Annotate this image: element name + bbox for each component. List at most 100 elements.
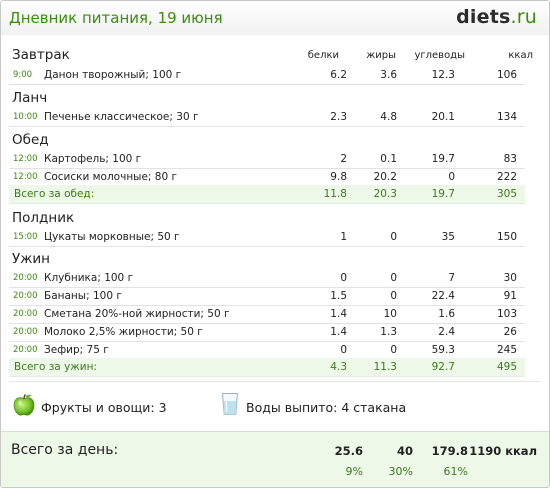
- day-total-carbs: 179.8: [431, 444, 468, 458]
- total-carbs: 92.7: [431, 361, 455, 373]
- row-protein: 0: [340, 344, 347, 356]
- row-food: Цукаты морковные; 50 г: [44, 231, 180, 243]
- row-food: Бананы; 100 г: [44, 290, 122, 302]
- row-fat: 1.3: [380, 326, 397, 338]
- row-food: Сосиски молочные; 80 г: [44, 171, 178, 183]
- row-fat: 0: [390, 272, 397, 284]
- column-header-carbs: углеводы: [414, 50, 465, 61]
- row-food: Печенье классическое; 30 г: [44, 111, 199, 123]
- day-total-protein: 25.6: [334, 444, 363, 458]
- table-row[interactable]: 20:00 Клубника; 100 г 0 0 7 30: [9, 269, 525, 288]
- table-row[interactable]: 20:00 Молоко 2,5% жирности; 50 г 1.4 1.3…: [9, 323, 525, 342]
- total-fat: 11.3: [373, 361, 397, 373]
- row-carbs: 19.7: [431, 153, 455, 165]
- meal-total-row: Всего за ужин: 4.3 11.3 92.7 495: [9, 358, 525, 377]
- row-time: 20:00: [13, 345, 38, 355]
- total-label: Всего за ужин:: [14, 361, 97, 373]
- row-protein: 2: [340, 153, 347, 165]
- row-carbs: 12.3: [431, 69, 455, 81]
- row-fat: 0: [390, 290, 397, 302]
- row-time: 20:00: [13, 309, 38, 319]
- row-fat: 3.6: [380, 69, 397, 81]
- fruits-counter: Фрукты и овощи: 3: [41, 400, 167, 415]
- day-total-fat: 40: [396, 444, 413, 458]
- row-kcal: 245: [496, 344, 517, 356]
- row-time: 9:00: [13, 70, 33, 80]
- row-food: Клубника; 100 г: [44, 272, 134, 284]
- meal-heading-lunch: Ланч: [12, 90, 48, 106]
- row-carbs: 1.6: [438, 308, 455, 320]
- row-kcal: 91: [503, 290, 517, 302]
- table-row[interactable]: 10:00 Печенье классическое; 30 г 2.3 4.8…: [9, 108, 525, 127]
- row-carbs: 35: [441, 231, 455, 243]
- row-kcal: 150: [496, 231, 517, 243]
- row-protein: 9.8: [330, 171, 347, 183]
- row-carbs: 20.1: [431, 111, 455, 123]
- row-kcal: 222: [496, 171, 517, 183]
- divider: [9, 381, 541, 382]
- row-fat: 0: [390, 231, 397, 243]
- green-apple-icon: [13, 394, 35, 416]
- table-row[interactable]: 20:00 Сметана 20%-ной жирности; 50 г 1.4…: [9, 305, 525, 324]
- row-food: Сметана 20%-ной жирности; 50 г: [44, 308, 230, 320]
- row-carbs: 7: [448, 272, 455, 284]
- row-time: 20:00: [13, 291, 38, 301]
- row-time: 12:00: [13, 172, 38, 182]
- row-food: Данон творожный; 100 г: [44, 69, 182, 81]
- table-row[interactable]: 12:00 Картофель; 100 г 2 0.1 19.7 83: [9, 150, 525, 169]
- row-kcal: 103: [496, 308, 517, 320]
- row-carbs: 59.3: [431, 344, 455, 356]
- meal-heading-dinner-midday: Обед: [12, 132, 49, 148]
- meal-heading-supper: Ужин: [12, 251, 50, 267]
- row-protein: 1: [340, 231, 347, 243]
- total-carbs: 19.7: [431, 188, 455, 200]
- day-total-panel: Всего за день: 25.6 40 179.8 1190 ккал 9…: [1, 431, 549, 487]
- page-title: Дневник питания, 19 июня: [9, 9, 223, 27]
- row-fat: 10: [383, 308, 397, 320]
- row-food: Молоко 2,5% жирности; 50 г: [44, 326, 203, 338]
- diary-header: Дневник питания, 19 июня diets.ru: [1, 1, 549, 35]
- column-header-protein: белки: [307, 50, 339, 61]
- total-kcal: 305: [496, 188, 517, 200]
- row-protein: 6.2: [330, 69, 347, 81]
- row-carbs: 22.4: [431, 290, 455, 302]
- row-food: Зефир; 75 г: [44, 344, 109, 356]
- row-kcal: 83: [503, 153, 517, 165]
- row-protein: 0: [340, 272, 347, 284]
- row-fat: 0: [390, 344, 397, 356]
- row-carbs: 2.4: [438, 326, 455, 338]
- column-header-fat: жиры: [366, 50, 396, 61]
- table-row[interactable]: 15:00 Цукаты морковные; 50 г 1 0 35 150: [9, 228, 525, 247]
- logo-tld: .ru: [510, 6, 537, 28]
- meal-heading-afternoon-snack: Полдник: [12, 210, 75, 226]
- meal-heading-breakfast: Завтрак: [12, 47, 70, 63]
- total-protein: 11.8: [323, 188, 347, 200]
- water-counter: Воды выпито: 4 стакана: [246, 400, 407, 415]
- total-protein: 4.3: [330, 361, 347, 373]
- table-row[interactable]: 9:00 Данон творожный; 100 г 6.2 3.6 12.3…: [9, 66, 525, 85]
- row-kcal: 26: [503, 326, 517, 338]
- row-time: 20:00: [13, 273, 38, 283]
- water-glass-icon: [221, 393, 239, 415]
- day-protein-percent: 9%: [345, 465, 363, 478]
- site-logo[interactable]: diets.ru: [456, 6, 537, 28]
- total-label: Всего за обед:: [14, 188, 95, 200]
- row-kcal: 30: [503, 272, 517, 284]
- row-fat: 20.2: [373, 171, 397, 183]
- total-kcal: 495: [496, 361, 517, 373]
- day-total-label: Всего за день:: [11, 442, 119, 458]
- day-total-kcal: 1190 ккал: [469, 444, 537, 458]
- row-kcal: 134: [496, 111, 517, 123]
- row-fat: 0.1: [380, 153, 397, 165]
- column-header-kcal: ккал: [508, 50, 533, 61]
- row-carbs: 0: [448, 171, 455, 183]
- row-kcal: 106: [496, 69, 517, 81]
- day-fat-percent: 30%: [388, 465, 413, 478]
- table-row[interactable]: 20:00 Бананы; 100 г 1.5 0 22.4 91: [9, 287, 525, 306]
- row-time: 20:00: [13, 327, 38, 337]
- logo-main: diets: [456, 6, 511, 28]
- total-fat: 20.3: [373, 188, 397, 200]
- row-protein: 1.4: [330, 308, 347, 320]
- row-time: 12:00: [13, 154, 38, 164]
